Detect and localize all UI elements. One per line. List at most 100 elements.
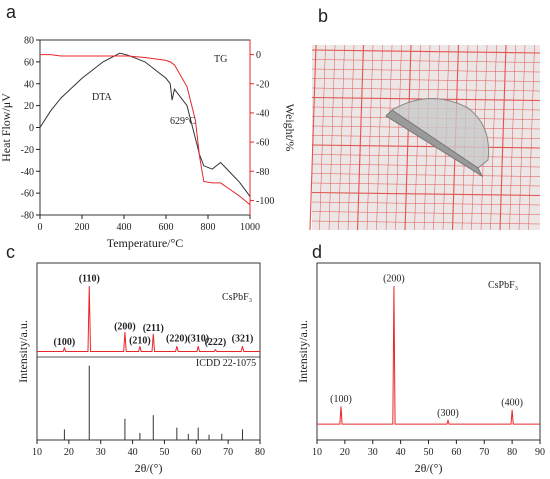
photo-grid bbox=[366, 44, 374, 231]
x-tick-label: 800 bbox=[201, 222, 216, 233]
data-line bbox=[40, 54, 251, 206]
x-tick-label: 70 bbox=[223, 447, 233, 458]
peak-label: (200) bbox=[114, 321, 136, 332]
x-axis-label: 2θ/(°) bbox=[135, 461, 163, 475]
photo-grid bbox=[311, 144, 541, 149]
y-tick-label: 0 bbox=[29, 123, 34, 134]
photo bbox=[309, 44, 541, 231]
peak-label: (211) bbox=[143, 323, 164, 334]
series-label: TG bbox=[214, 54, 227, 65]
x-tick-label: 90 bbox=[535, 447, 545, 458]
peak-label: (321) bbox=[232, 334, 254, 345]
plot-frame bbox=[39, 39, 251, 216]
x-tick-label: 50 bbox=[424, 447, 434, 458]
annotation: 629°C bbox=[170, 116, 196, 127]
y2-tick-label: -60 bbox=[256, 138, 269, 149]
y2-tick-label: -20 bbox=[256, 79, 269, 90]
x-axis-label: Temperature/°C bbox=[107, 236, 184, 250]
peak-label: (220) bbox=[166, 334, 188, 345]
peak-label: (222) bbox=[205, 337, 227, 348]
peak-label: (100) bbox=[330, 394, 352, 405]
data-line bbox=[39, 52, 251, 197]
y2-tick-label: -80 bbox=[256, 167, 269, 178]
photo-grid bbox=[311, 182, 541, 187]
y-tick-label: -60 bbox=[21, 189, 34, 200]
x-tick-label: 10 bbox=[32, 447, 42, 458]
photo-grid bbox=[509, 44, 516, 231]
photo-grid bbox=[311, 201, 541, 206]
photo-grid bbox=[319, 44, 326, 231]
photo-grid bbox=[328, 44, 336, 231]
x-axis-label: 2θ/(°) bbox=[415, 461, 443, 475]
photo-grid bbox=[385, 44, 393, 231]
photo-grid bbox=[395, 44, 402, 231]
x-tick-label: 10 bbox=[312, 447, 322, 458]
x-tick-label: 80 bbox=[507, 447, 517, 458]
photo-grid bbox=[404, 44, 412, 231]
peak-label: (200) bbox=[383, 273, 405, 284]
reference-label: ICDD 22-1075 bbox=[196, 358, 256, 369]
photo-grid bbox=[376, 44, 383, 231]
y-axis-label: Intensity/a.u. bbox=[296, 320, 310, 383]
photo-grid bbox=[356, 44, 365, 231]
x-tick-label: 60 bbox=[191, 447, 201, 458]
peak-label: (210) bbox=[129, 335, 151, 346]
x-tick-label: 0 bbox=[38, 222, 43, 233]
y2-tick-label: -100 bbox=[256, 196, 274, 207]
x-tick-label: 60 bbox=[451, 447, 461, 458]
peak-label: (310) bbox=[187, 334, 209, 345]
photo-grid bbox=[311, 163, 541, 168]
y2-axis-label: Weight/% bbox=[283, 104, 297, 152]
x-tick-label: 1000 bbox=[240, 222, 260, 233]
photo-grid bbox=[499, 44, 507, 231]
photo-grid bbox=[311, 87, 541, 92]
x-tick-label: 400 bbox=[117, 222, 132, 233]
photo-grid bbox=[338, 44, 345, 231]
photo-grid bbox=[528, 44, 535, 231]
photo-grid bbox=[311, 191, 541, 197]
y-tick-label: -80 bbox=[21, 211, 34, 222]
photo-grid bbox=[414, 44, 421, 231]
photo-grid bbox=[311, 49, 541, 54]
x-tick-label: 40 bbox=[396, 447, 406, 458]
series-label: CsPbF₃ bbox=[222, 292, 252, 303]
photo-grid bbox=[311, 211, 541, 215]
photo-grid bbox=[311, 59, 541, 63]
series-label: DTA bbox=[92, 92, 113, 103]
y-tick-label: 80 bbox=[24, 36, 34, 47]
photo-grid bbox=[311, 78, 541, 82]
y-tick-label: -20 bbox=[21, 145, 34, 156]
x-tick-label: 200 bbox=[75, 222, 90, 233]
panel-letter: b bbox=[318, 6, 328, 26]
glass-edge bbox=[385, 109, 484, 178]
photo-grid bbox=[311, 220, 541, 225]
photo-grid bbox=[518, 44, 526, 231]
peak-label: (100) bbox=[54, 337, 76, 348]
y-tick-label: 40 bbox=[24, 79, 34, 90]
x-tick-label: 30 bbox=[368, 447, 378, 458]
data-line bbox=[317, 286, 540, 425]
photo-grid bbox=[311, 68, 541, 73]
x-tick-label: 30 bbox=[96, 447, 106, 458]
y-tick-label: 60 bbox=[24, 57, 34, 68]
panel-letter: a bbox=[6, 2, 17, 22]
peak-label: (400) bbox=[501, 397, 523, 408]
y2-tick-label: 0 bbox=[256, 50, 261, 61]
x-tick-label: 20 bbox=[64, 447, 74, 458]
x-tick-label: 600 bbox=[159, 222, 174, 233]
peak-label: (110) bbox=[79, 273, 100, 284]
panel-letter: d bbox=[312, 242, 322, 262]
photo-grid bbox=[311, 173, 541, 177]
x-tick-label: 80 bbox=[255, 447, 265, 458]
photo-grid bbox=[490, 44, 497, 231]
peak-label: (300) bbox=[437, 408, 459, 419]
x-tick-label: 20 bbox=[340, 447, 350, 458]
y-tick-label: -40 bbox=[21, 167, 34, 178]
x-tick-label: 50 bbox=[159, 447, 169, 458]
x-tick-label: 40 bbox=[128, 447, 138, 458]
y2-tick-label: -40 bbox=[256, 108, 269, 119]
photo-grid bbox=[347, 44, 355, 231]
y-axis-label: Intensity/a.u. bbox=[16, 320, 30, 383]
data-line bbox=[37, 286, 260, 352]
